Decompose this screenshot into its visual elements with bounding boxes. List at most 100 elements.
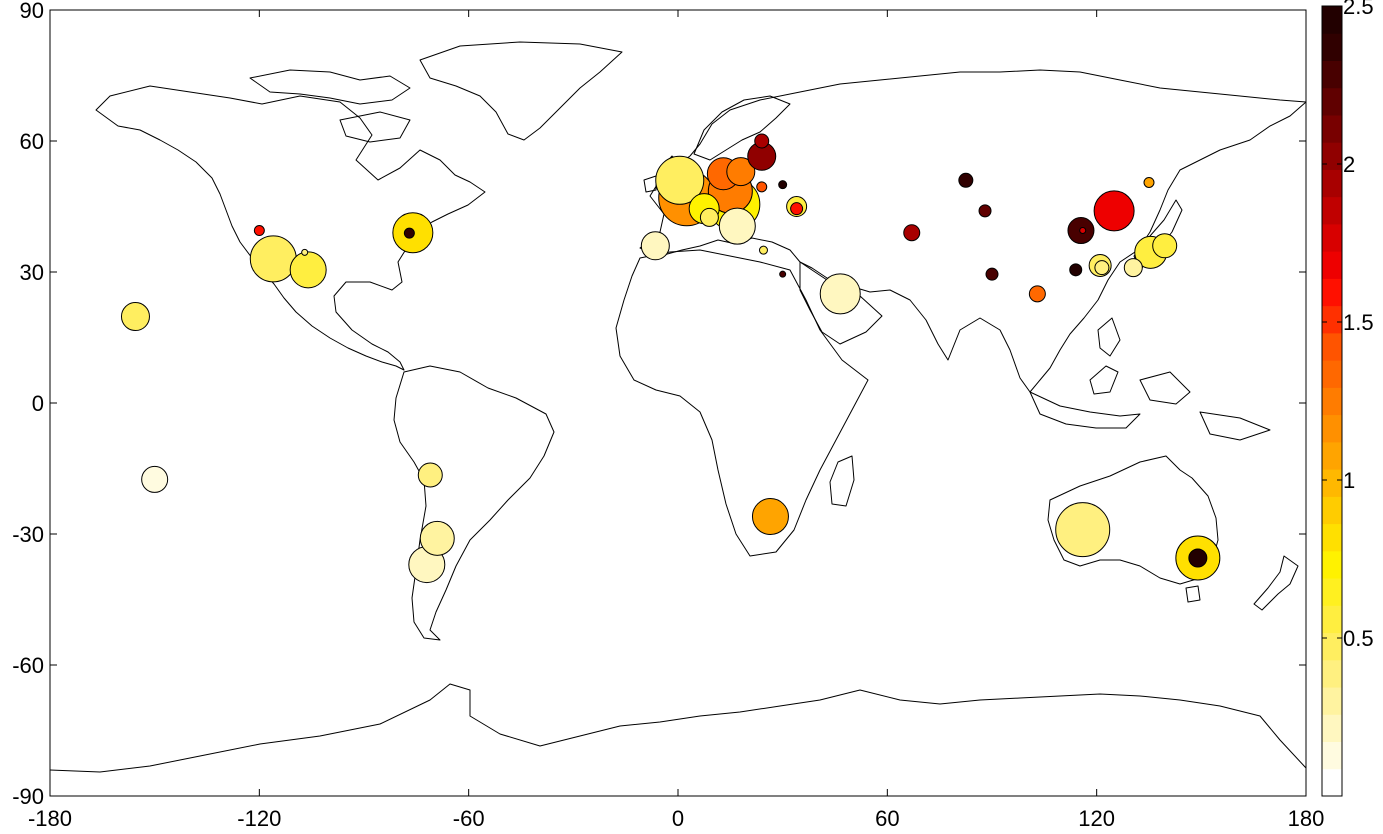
bubble-point-9	[419, 520, 455, 556]
colorbar-band	[1322, 605, 1342, 634]
x-tick-label: -180	[28, 806, 72, 831]
colorbar-band	[1322, 469, 1342, 497]
bubble-point-47	[1188, 548, 1208, 568]
map-plot-area	[50, 10, 1306, 796]
bubble-point-41	[1143, 176, 1155, 188]
bubble-point-3	[249, 235, 297, 283]
colorbar-band	[1322, 523, 1342, 552]
map-axes: -180 -120 -60 0 60 120 180 -90 -60 -30 0 30 60 90	[12, 0, 1324, 831]
colorbar-band	[1322, 251, 1342, 279]
colorbar-tick-label: 2	[1343, 152, 1355, 177]
colorbar-band	[1322, 87, 1342, 116]
bubble-point-11	[640, 231, 670, 261]
colorbar-band	[1322, 550, 1342, 579]
x-tick-label: -60	[453, 806, 485, 831]
coastline-new-zealand	[1253, 555, 1299, 611]
bubble-point-40	[1093, 190, 1135, 232]
bubble-point-29	[819, 273, 861, 315]
colorbar-band	[1322, 169, 1342, 198]
colorbar-band	[1322, 142, 1342, 170]
x-tick-label: 60	[875, 806, 899, 831]
coastline-greenland	[419, 41, 623, 141]
coastline-southeast-asia-islands	[1029, 317, 1271, 441]
bubble-point-21	[754, 133, 770, 149]
bubble-point-7	[403, 227, 415, 239]
bubble-point-34	[1028, 285, 1046, 303]
y-tick-label: 0	[32, 391, 44, 416]
colorbar-frame	[1321, 5, 1343, 797]
colorbar-band	[1322, 687, 1342, 715]
coastline-antarctica	[49, 683, 1307, 773]
bubble-point-42	[1123, 258, 1143, 278]
x-tick-label: 180	[1288, 806, 1325, 831]
colorbar-band	[1322, 33, 1342, 61]
colorbar-band	[1322, 6, 1342, 34]
bubble-point-45	[1055, 502, 1111, 558]
colorbar-bands	[1322, 6, 1342, 797]
y-tick-label: 30	[20, 260, 44, 285]
colorbar-band	[1322, 496, 1342, 525]
bubble-point-5	[301, 248, 309, 256]
y-tick-label: -90	[12, 784, 44, 809]
colorbar-ticks: 0.5 1 1.5 2 2.5	[1322, 0, 1374, 651]
colorbar-band	[1322, 223, 1342, 252]
colorbar-band	[1322, 387, 1342, 416]
bubble-point-25	[778, 180, 788, 190]
colorbar-band	[1322, 278, 1342, 307]
bubble-point-23	[756, 181, 768, 193]
colorbar-band	[1322, 414, 1342, 443]
bubble-point-28	[790, 202, 804, 216]
colorbar-band	[1322, 305, 1342, 334]
colorbar-band	[1322, 578, 1342, 606]
bubble-point-30	[903, 224, 921, 242]
bubble-point-37	[1079, 227, 1087, 235]
colorbar-tick-label: 1	[1343, 468, 1355, 493]
bubble-markers	[120, 133, 1221, 584]
bubble-point-15	[699, 207, 719, 227]
colorbar-band	[1322, 196, 1342, 225]
y-tick-label: 60	[20, 129, 44, 154]
y-tick-label: -60	[12, 653, 44, 678]
colorbar-band	[1322, 114, 1342, 143]
bubble-point-35	[1069, 263, 1083, 277]
bubble-point-32	[978, 204, 992, 218]
coastline-africa	[615, 249, 869, 557]
x-axis-ticks: -180 -120 -60 0 60 120 180	[28, 10, 1324, 831]
colorbar-band	[1322, 441, 1342, 470]
colorbar-band	[1322, 60, 1342, 89]
bubble-point-39	[1094, 260, 1110, 276]
bubble-point-8	[417, 462, 443, 488]
bubble-point-44	[1152, 233, 1178, 259]
bubble-point-12	[655, 155, 705, 205]
coastline-scandinavia	[693, 95, 791, 161]
y-tick-label: 90	[20, 0, 44, 23]
x-tick-label: -120	[237, 806, 281, 831]
bubble-point-31	[958, 172, 974, 188]
y-axis-ticks: -90 -60 -30 0 30 60 90	[12, 0, 1306, 809]
colorbar-band	[1322, 360, 1342, 388]
coastline-madagascar	[829, 455, 855, 507]
colorbar-band	[1322, 741, 1342, 770]
colorbar-tick-label: 1.5	[1343, 310, 1374, 335]
bubble-point-0	[120, 302, 150, 332]
bubble-point-33	[985, 267, 999, 281]
x-tick-label: 120	[1078, 806, 1115, 831]
colorbar-band	[1322, 632, 1342, 661]
colorbar-tick-label: 0.5	[1343, 626, 1374, 651]
bubble-point-1	[141, 465, 169, 493]
colorbar-band	[1322, 714, 1342, 743]
colorbar-band	[1322, 659, 1342, 688]
colorbar-band	[1322, 332, 1342, 361]
bubble-point-48	[751, 498, 789, 536]
coastline-arctic-islands	[249, 69, 411, 143]
bubble-point-24	[758, 245, 768, 255]
colorbar-band	[1322, 768, 1342, 797]
colorbar-tick-label: 2.5	[1343, 0, 1374, 19]
bubble-point-4	[289, 251, 327, 289]
y-tick-label: -30	[12, 522, 44, 547]
bubble-point-19	[726, 157, 756, 187]
colorbar: 0.5 1 1.5 2 2.5	[1321, 0, 1374, 797]
bubble-point-20	[718, 207, 756, 245]
bubble-point-26	[779, 270, 787, 278]
